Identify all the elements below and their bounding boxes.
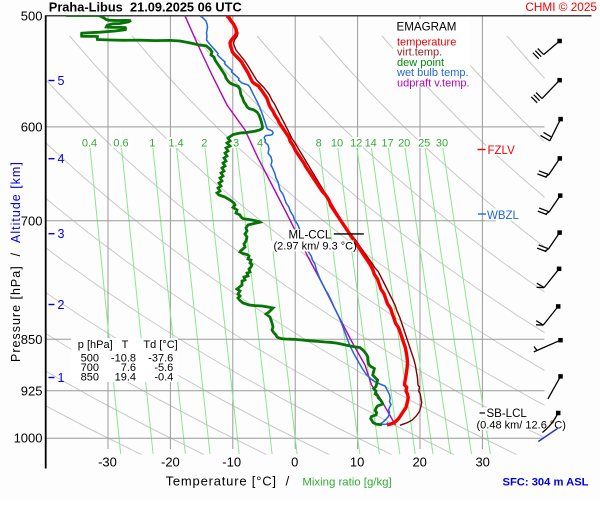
svg-text:10: 10 [350,455,364,470]
svg-text:1: 1 [58,371,65,385]
svg-text:19.4: 19.4 [115,372,136,384]
svg-text:T: T [122,339,129,351]
svg-text:Pressure [hPa] / Altitude [k: Pressure [hPa] / Altitude [km] [9,161,23,362]
svg-text:Temperature [°C] /: Temperature [°C] / [166,474,290,489]
svg-text:30: 30 [475,455,489,470]
svg-text:p [hPa]: p [hPa] [78,339,113,351]
svg-text:30: 30 [436,138,448,150]
svg-text:2: 2 [58,298,65,312]
svg-text:-0.4: -0.4 [154,372,173,384]
svg-text:850: 850 [81,372,99,384]
svg-text:0: 0 [291,455,298,470]
svg-text:Mixing ratio [g/kg]: Mixing ratio [g/kg] [302,477,391,489]
svg-text:850: 850 [21,332,43,347]
svg-text:FZLV: FZLV [488,145,516,157]
svg-text:0.4: 0.4 [82,138,97,150]
svg-text:0.6: 0.6 [113,138,128,150]
svg-text:17: 17 [381,138,393,150]
svg-text:500: 500 [21,9,43,24]
svg-text:4: 4 [58,152,65,166]
svg-text:-20: -20 [161,455,180,470]
svg-text:20: 20 [398,138,410,150]
svg-text:4: 4 [257,138,263,150]
svg-text:Praha-Libus: Praha-Libus [49,0,123,15]
svg-text:SB-LCL: SB-LCL [487,408,528,420]
svg-text:3: 3 [58,227,65,241]
svg-text:udpraft v.temp.: udpraft v.temp. [397,77,470,89]
svg-text:(2.97 km/ 9.3 °C): (2.97 km/ 9.3 °C) [274,241,357,253]
svg-text:10: 10 [331,138,343,150]
svg-text:CHMI © 2025: CHMI © 2025 [525,0,597,14]
svg-text:600: 600 [21,120,43,135]
svg-text:1000: 1000 [14,431,43,446]
svg-text:5: 5 [58,74,65,88]
svg-text:WBZL: WBZL [487,210,520,222]
svg-text:3: 3 [233,138,239,150]
svg-text:8: 8 [316,138,322,150]
svg-text:925: 925 [21,384,43,399]
svg-text:2: 2 [201,138,207,150]
svg-text:EMAGRAM: EMAGRAM [397,21,457,34]
svg-text:14: 14 [365,138,377,150]
svg-text:Td [°C]: Td [°C] [143,339,177,351]
svg-text:700: 700 [21,214,43,229]
svg-text:20: 20 [412,455,426,470]
svg-text:(0.48 km/ 12.6 °C): (0.48 km/ 12.6 °C) [477,419,566,431]
svg-text:25: 25 [418,138,430,150]
svg-text:12: 12 [350,138,362,150]
svg-text:21.09.2025 06 UTC: 21.09.2025 06 UTC [130,0,242,15]
svg-text:-10: -10 [222,455,241,470]
svg-text:1.4: 1.4 [168,138,183,150]
svg-text:SFC: 304 m ASL: SFC: 304 m ASL [503,477,589,489]
svg-text:1: 1 [149,138,155,150]
svg-text:-30: -30 [98,455,117,470]
